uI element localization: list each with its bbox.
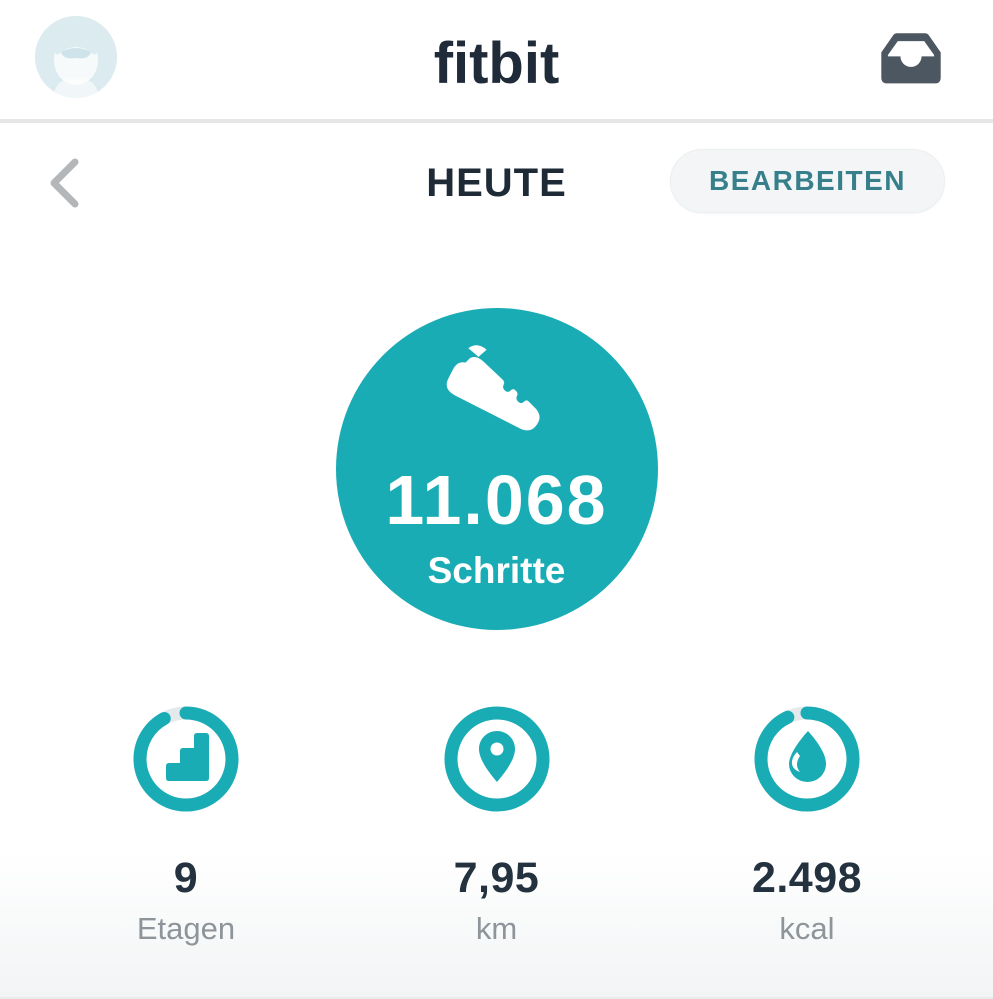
- profile-avatar-button[interactable]: [35, 16, 117, 98]
- stat-tile-distance[interactable]: 7,95 km: [347, 706, 647, 947]
- calories-value: 2.498: [751, 854, 863, 902]
- avatar-face-icon: [35, 16, 117, 98]
- steps-tile[interactable]: 11.068 Schritte: [335, 308, 658, 630]
- stats-row: 9 Etagen 7,95 km: [0, 706, 993, 947]
- toolbar: HEUTE BEARBEITEN: [0, 123, 993, 241]
- fitbit-logo: fitbit: [433, 31, 560, 96]
- chevron-left-icon: [50, 158, 79, 208]
- calories-unit: kcal: [779, 911, 835, 946]
- floors-progress-ring: [133, 706, 239, 812]
- calories-progress-ring: [754, 706, 860, 812]
- stat-tile-floors[interactable]: 9 Etagen: [36, 706, 336, 947]
- running-shoe-icon: [446, 345, 540, 431]
- distance-value: 7,95: [453, 854, 540, 902]
- distance-unit: km: [475, 911, 518, 946]
- stairs-icon: [166, 733, 209, 781]
- inbox-icon: [881, 33, 941, 84]
- distance-progress-ring: [444, 706, 550, 812]
- dashboard: 11.068 Schritte 9 Etagen: [0, 308, 993, 947]
- stat-tile-calories[interactable]: 2.498 kcal: [657, 706, 957, 947]
- back-button[interactable]: [42, 155, 86, 211]
- floors-value: 9: [173, 854, 199, 902]
- edit-button[interactable]: BEARBEITEN: [669, 149, 945, 213]
- inbox-button[interactable]: [871, 24, 951, 94]
- steps-label: Schritte: [427, 550, 566, 591]
- flame-icon: [789, 731, 826, 782]
- floors-unit: Etagen: [136, 911, 236, 946]
- page-title: HEUTE: [426, 161, 567, 205]
- app-header: fitbit: [0, 0, 993, 123]
- location-icon: [478, 731, 515, 782]
- steps-value: 11.068: [385, 461, 608, 539]
